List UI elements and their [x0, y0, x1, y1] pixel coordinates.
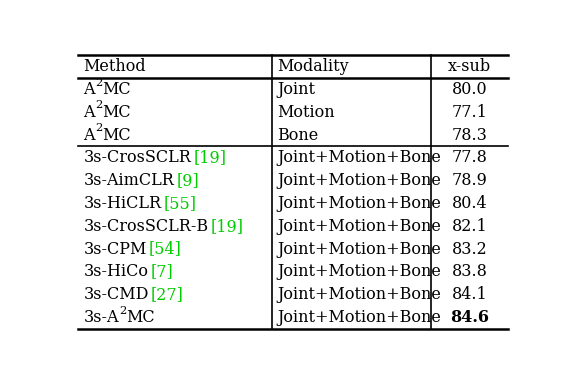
Text: 3s-CPM: 3s-CPM [84, 241, 147, 258]
Text: 3s-HiCo: 3s-HiCo [84, 263, 149, 280]
Text: 83.2: 83.2 [451, 241, 487, 258]
Text: 80.0: 80.0 [452, 81, 487, 98]
Text: [19]: [19] [211, 218, 244, 235]
Text: [9]: [9] [177, 172, 199, 189]
Text: A: A [84, 127, 95, 144]
Text: 2: 2 [119, 306, 126, 315]
Text: MC: MC [126, 309, 155, 326]
Text: [7]: [7] [150, 263, 173, 280]
Text: 84.1: 84.1 [451, 286, 487, 303]
Text: Bone: Bone [277, 127, 318, 144]
Text: [54]: [54] [149, 241, 182, 258]
Text: Joint+Motion+Bone: Joint+Motion+Bone [277, 172, 441, 189]
Text: Joint+Motion+Bone: Joint+Motion+Bone [277, 309, 441, 326]
Text: Joint+Motion+Bone: Joint+Motion+Bone [277, 218, 441, 235]
Text: Joint+Motion+Bone: Joint+Motion+Bone [277, 241, 441, 258]
Text: 84.6: 84.6 [450, 309, 489, 326]
Text: A: A [84, 104, 95, 121]
Text: Method: Method [84, 58, 146, 75]
Text: 82.1: 82.1 [451, 218, 487, 235]
Text: 3s-A: 3s-A [84, 309, 119, 326]
Text: Joint+Motion+Bone: Joint+Motion+Bone [277, 149, 441, 166]
Text: 2: 2 [95, 100, 102, 111]
Text: 3s-AimCLR: 3s-AimCLR [84, 172, 174, 189]
Text: 77.8: 77.8 [451, 149, 487, 166]
Text: 2: 2 [95, 77, 102, 88]
Text: [27]: [27] [151, 286, 184, 303]
Text: [19]: [19] [193, 149, 227, 166]
Text: 83.8: 83.8 [451, 263, 487, 280]
Text: Joint+Motion+Bone: Joint+Motion+Bone [277, 286, 441, 303]
Text: 3s-CMD: 3s-CMD [84, 286, 149, 303]
Text: Motion: Motion [277, 104, 335, 121]
Text: MC: MC [102, 127, 131, 144]
Text: 2: 2 [95, 123, 102, 133]
Text: Joint: Joint [277, 81, 315, 98]
Text: 3s-HiCLR: 3s-HiCLR [84, 195, 162, 212]
Text: 78.9: 78.9 [451, 172, 487, 189]
Text: 3s-CrosSCLR: 3s-CrosSCLR [84, 149, 192, 166]
Text: 80.4: 80.4 [452, 195, 487, 212]
Text: MC: MC [102, 81, 131, 98]
Text: 77.1: 77.1 [451, 104, 487, 121]
Text: x-sub: x-sub [448, 58, 491, 75]
Text: Modality: Modality [277, 58, 348, 75]
Text: Joint+Motion+Bone: Joint+Motion+Bone [277, 195, 441, 212]
Text: 3s-CrosSCLR-B: 3s-CrosSCLR-B [84, 218, 209, 235]
Text: [55]: [55] [164, 195, 197, 212]
Text: Joint+Motion+Bone: Joint+Motion+Bone [277, 263, 441, 280]
Text: A: A [84, 81, 95, 98]
Text: MC: MC [102, 104, 131, 121]
Text: 78.3: 78.3 [451, 127, 487, 144]
